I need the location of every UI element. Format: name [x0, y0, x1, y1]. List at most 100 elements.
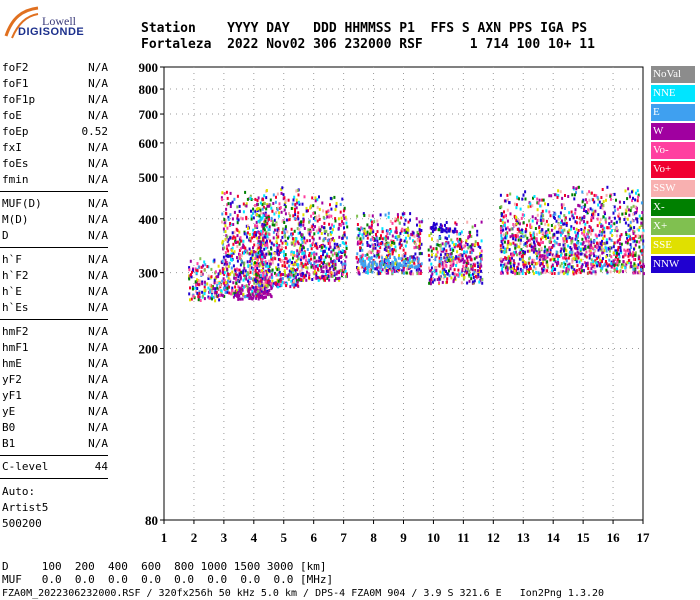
echo-point: [239, 277, 242, 281]
echo-point: [242, 292, 245, 296]
echo-point: [596, 224, 599, 228]
echo-point: [299, 278, 302, 282]
echo-point: [383, 260, 386, 264]
echo-point: [238, 286, 241, 290]
echo-point: [518, 229, 521, 233]
echo-point: [210, 267, 213, 271]
echo-point: [236, 273, 239, 277]
echo-point: [459, 256, 462, 260]
echo-point: [298, 223, 301, 227]
echo-point: [507, 261, 510, 265]
echo-point: [450, 264, 453, 268]
echo-point: [535, 252, 538, 255]
echo-point: [225, 254, 228, 258]
echo-point: [296, 189, 299, 192]
echo-point: [470, 264, 473, 268]
echo-point: [303, 275, 306, 279]
echo-point: [519, 231, 522, 235]
echo-point: [338, 250, 341, 254]
echo-point: [246, 260, 249, 264]
echo-point: [545, 256, 548, 260]
echo-point: [317, 278, 320, 282]
echo-point: [252, 211, 255, 215]
echo-point: [258, 246, 260, 250]
echo-point: [342, 270, 345, 274]
echo-point: [477, 275, 480, 279]
param-row: h`F N/A: [2, 252, 108, 268]
echo-point: [471, 268, 474, 272]
echo-point: [404, 251, 407, 255]
echo-point: [282, 250, 285, 254]
echo-point: [613, 192, 616, 196]
echo-point: [548, 194, 551, 198]
echo-point: [385, 235, 388, 239]
echo-point: [606, 185, 609, 189]
echo-point: [324, 264, 326, 268]
echo-point: [211, 290, 214, 294]
echo-point: [529, 238, 531, 242]
echo-point: [532, 238, 535, 242]
echo-point: [267, 237, 270, 240]
echo-point: [331, 275, 334, 278]
echo-point: [388, 246, 391, 250]
echo-point: [374, 246, 377, 250]
echo-point: [311, 243, 314, 247]
echo-point: [506, 226, 509, 230]
echo-point: [267, 281, 270, 285]
echo-point: [523, 243, 526, 247]
echo-point: [618, 212, 621, 216]
echo-point: [555, 250, 558, 254]
echo-point: [418, 239, 421, 243]
echo-point: [510, 252, 512, 256]
echo-point: [336, 270, 339, 274]
echo-point: [568, 236, 571, 239]
echo-point: [309, 206, 312, 210]
echo-point: [465, 239, 468, 243]
echo-point: [530, 225, 533, 229]
echo-point: [261, 277, 264, 281]
echo-point: [260, 240, 263, 244]
echo-point: [631, 190, 633, 194]
echo-point: [438, 281, 440, 285]
echo-point: [339, 202, 342, 206]
echo-point: [629, 227, 632, 231]
echo-point: [614, 263, 617, 267]
echo-point: [562, 203, 565, 207]
echo-point: [231, 270, 234, 274]
echo-point: [234, 239, 237, 243]
echo-point: [286, 230, 289, 234]
echo-point: [629, 235, 631, 239]
echo-point: [387, 271, 390, 275]
echo-point: [306, 248, 309, 251]
echo-point: [377, 272, 380, 276]
echo-point: [303, 253, 306, 257]
echo-point: [257, 207, 260, 210]
echo-point: [560, 247, 563, 251]
echo-point: [416, 265, 419, 269]
echo-point: [287, 278, 290, 281]
echo-point: [192, 287, 194, 291]
echo-point: [330, 230, 333, 234]
echo-point: [603, 248, 606, 252]
echo-point: [362, 212, 365, 216]
echo-point: [251, 289, 254, 293]
echo-point: [521, 258, 524, 262]
echo-point: [261, 264, 264, 268]
echo-point: [458, 260, 461, 264]
echo-point: [575, 234, 578, 238]
echo-point: [474, 269, 477, 272]
echo-point: [480, 249, 483, 253]
y-tick-label: 900: [139, 60, 159, 75]
echo-point: [276, 251, 279, 255]
echo-point: [284, 239, 287, 243]
echo-point: [296, 201, 299, 205]
echo-point: [605, 238, 608, 242]
echo-point: [266, 276, 269, 280]
echo-point: [268, 232, 271, 236]
echo-point: [195, 269, 198, 273]
echo-point: [597, 248, 600, 252]
echo-point: [563, 237, 566, 241]
echo-point: [328, 222, 331, 226]
echo-point: [568, 211, 571, 215]
